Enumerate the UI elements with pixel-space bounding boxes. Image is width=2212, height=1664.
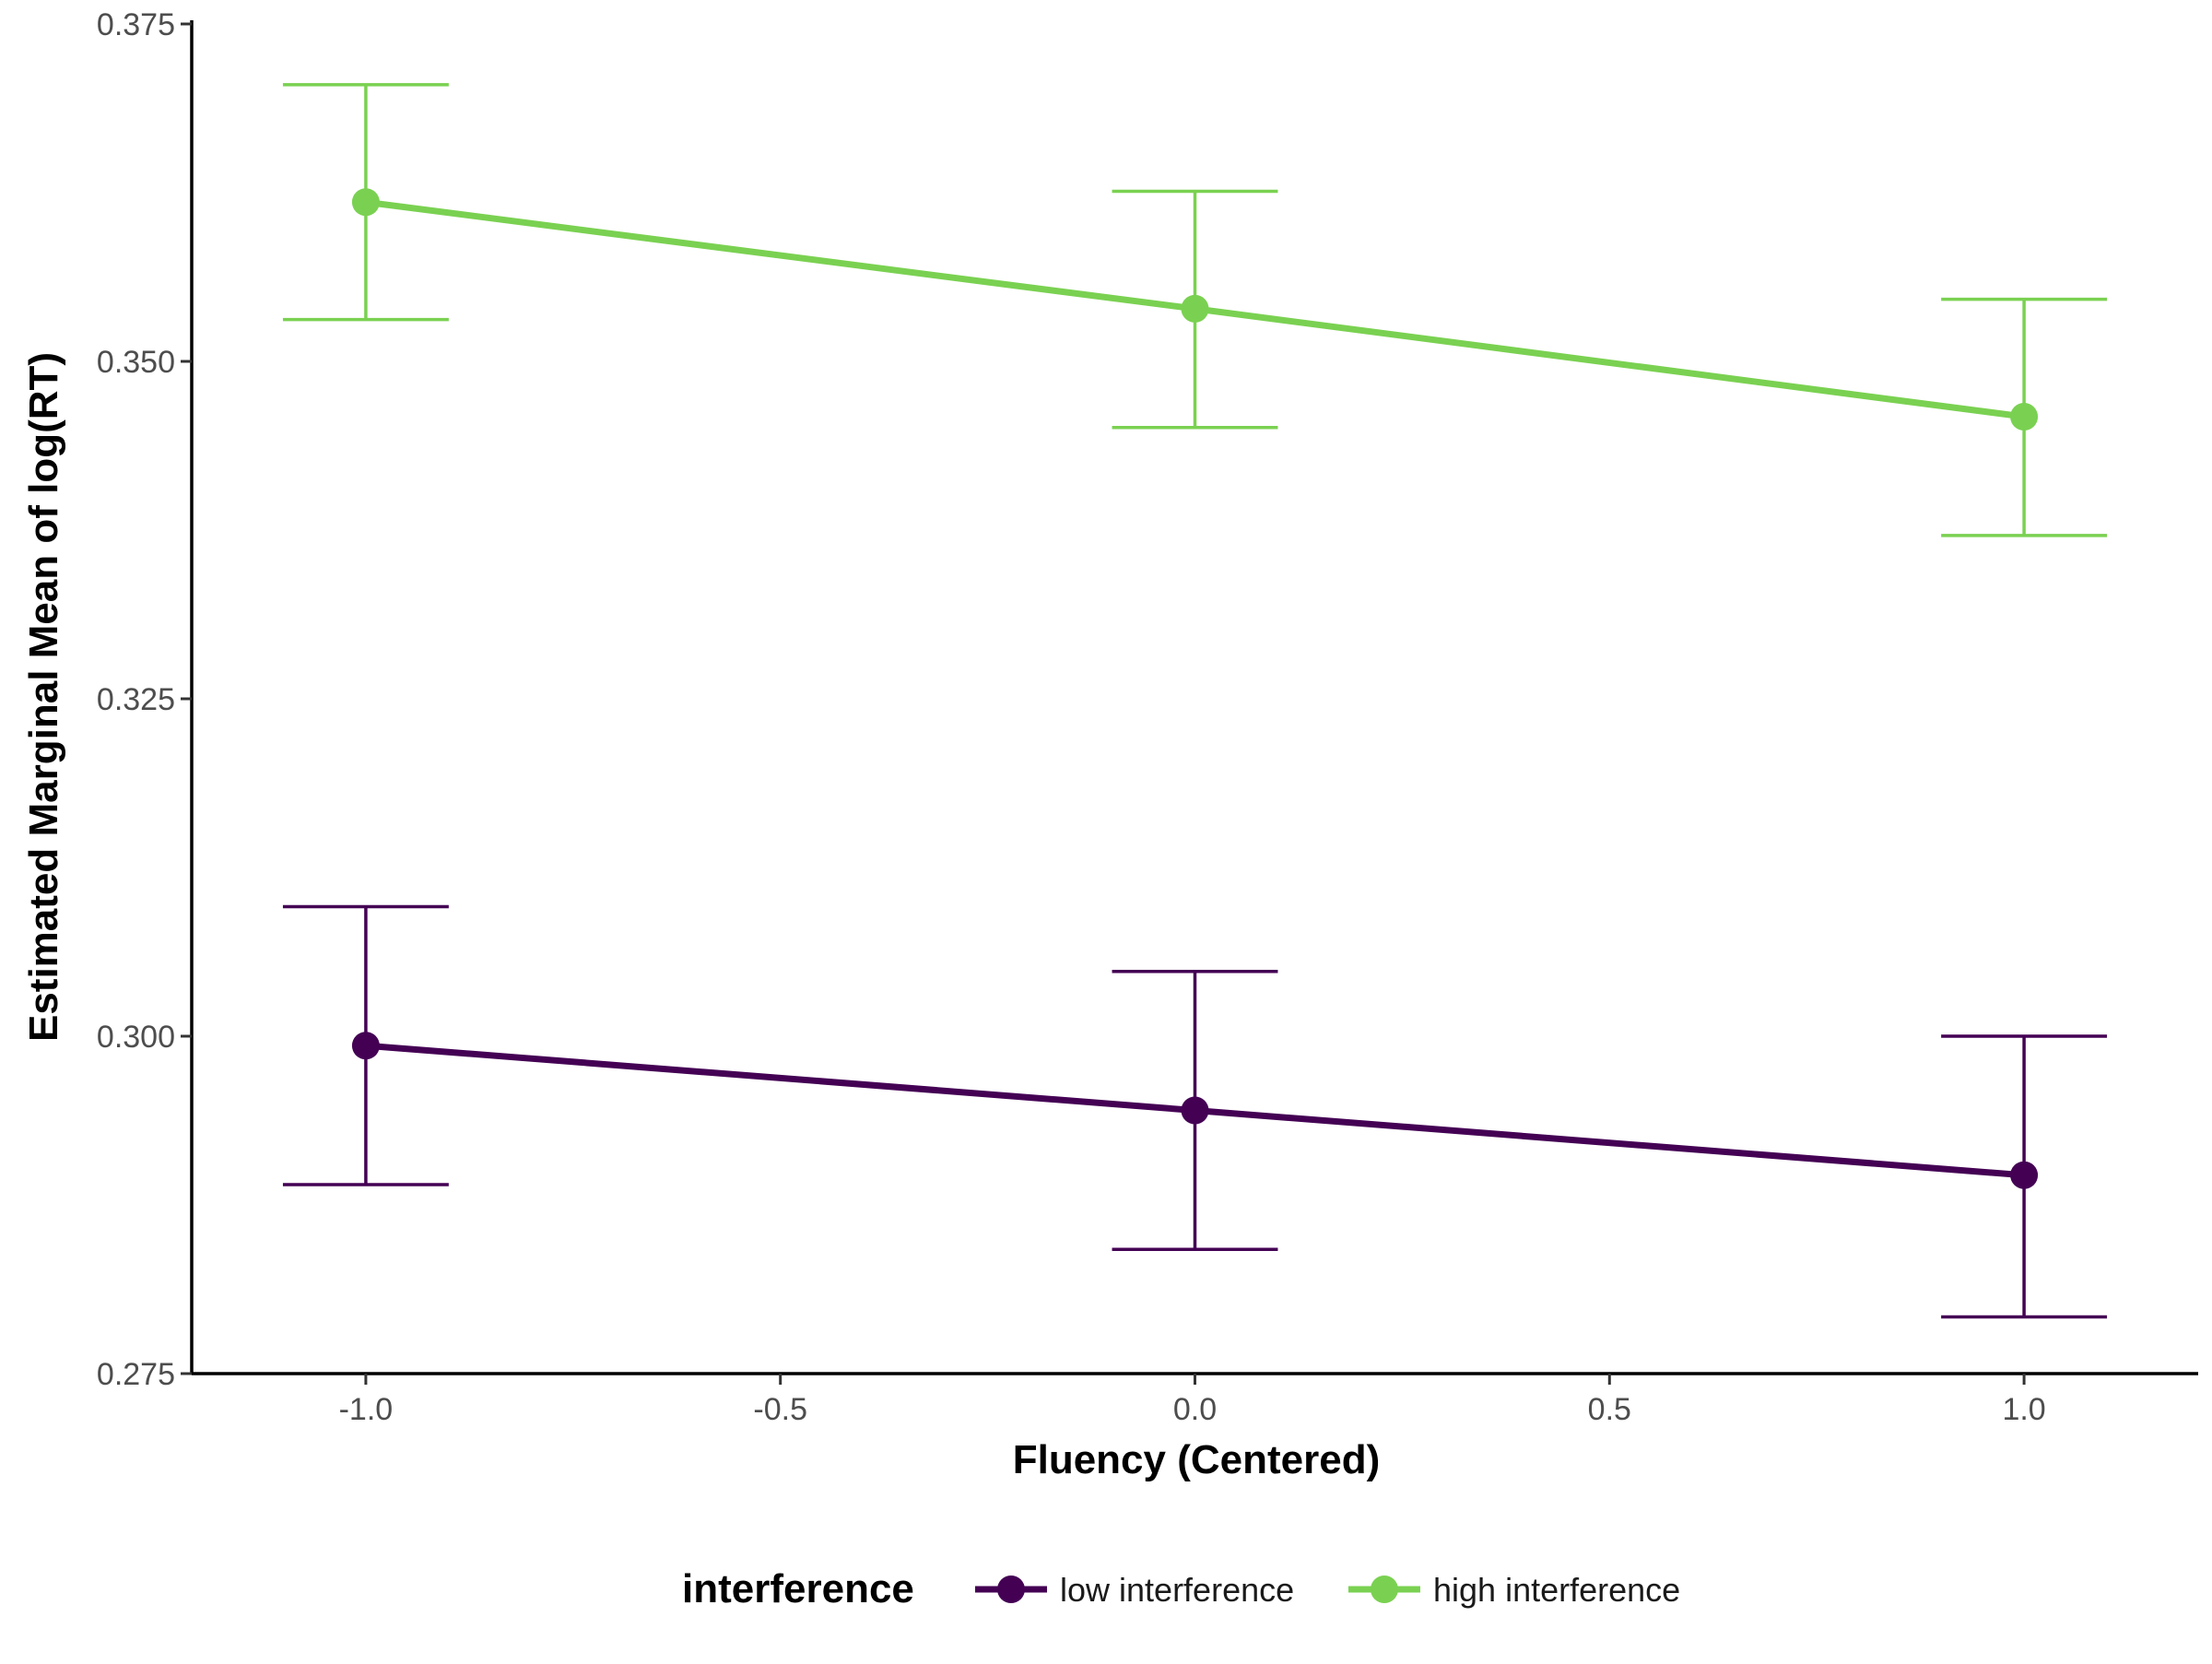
x-axis-title: Fluency (Centered) — [1013, 1437, 1381, 1482]
y-axis-title: Estimated Marginal Mean of log(RT) — [21, 352, 66, 1042]
x-tick-label: 0.0 — [1173, 1392, 1217, 1427]
legend-label: low interference — [1060, 1571, 1294, 1609]
plot-area — [282, 83, 2108, 1319]
x-tick-label: -0.5 — [753, 1392, 807, 1427]
y-tick-label: 0.375 — [97, 7, 175, 42]
legend-key-point — [997, 1575, 1025, 1603]
series-low-interference — [282, 904, 2108, 1319]
data-point — [1181, 294, 1209, 323]
data-point — [1181, 1096, 1209, 1125]
x-tick-label: -1.0 — [339, 1392, 394, 1427]
y-tick-label: 0.325 — [97, 682, 175, 717]
y-tick-label: 0.300 — [97, 1020, 175, 1055]
legend-title: interference — [682, 1566, 914, 1611]
legend-label: high interference — [1433, 1571, 1680, 1609]
legend: interference low interference high interf… — [682, 1566, 1680, 1611]
x-tick-label: 1.0 — [2002, 1392, 2045, 1427]
y-tick-label: 0.350 — [97, 345, 175, 380]
data-point — [351, 188, 380, 217]
data-point — [2010, 403, 2039, 431]
axes: -1.0 -0.5 0.0 0.5 1.0 0.275 0.300 0.325 0.350 0.3… — [97, 7, 2198, 1427]
x-tick-label: 0.5 — [1588, 1392, 1631, 1427]
y-tick-label: 0.275 — [97, 1357, 175, 1392]
legend-key-point — [1371, 1575, 1398, 1603]
series-high-interference — [282, 83, 2108, 537]
data-point — [2010, 1161, 2039, 1189]
data-point — [351, 1032, 380, 1060]
